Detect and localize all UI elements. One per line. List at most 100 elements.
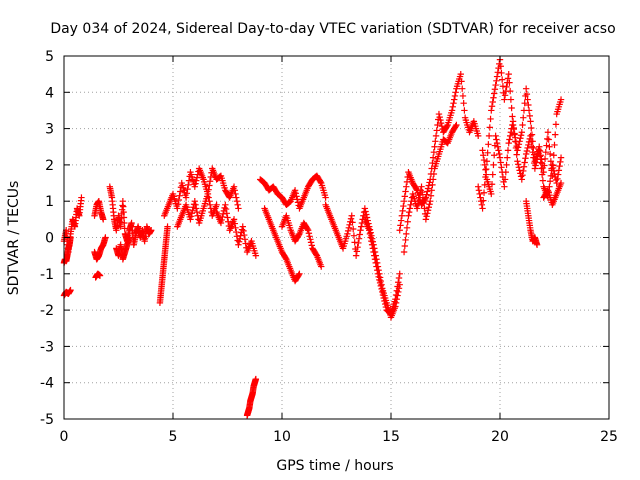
data-point [507,96,515,103]
data-point [493,136,500,143]
data-point [538,171,546,178]
data-point [380,294,387,302]
y-tick-label: -2 [40,303,54,319]
data-point [555,167,563,174]
data-point [350,232,358,239]
data-point [521,99,528,107]
data-point [518,176,525,183]
data-point [193,208,201,216]
data-point [404,218,411,225]
data-point [523,90,531,98]
data-point [351,239,358,246]
data-point [354,243,361,251]
data-point [528,143,536,150]
data-point [522,150,530,158]
data-point [238,226,246,233]
data-point [475,187,483,194]
y-tick-label: 2 [45,158,54,174]
data-point [193,174,201,181]
data-point [406,205,414,212]
data-point [371,256,379,263]
data-point [222,205,230,213]
data-point [488,190,495,198]
data-point [519,171,526,179]
data-point [477,194,484,201]
data-point [443,122,451,130]
data-point [252,252,260,259]
data-point [435,110,443,118]
y-tick-label: 1 [45,194,54,210]
data-point [490,94,497,101]
data-point [174,201,182,208]
data-point [405,208,413,216]
y-tick-label: -4 [40,376,54,392]
data-point [499,83,507,90]
data-point [436,113,443,121]
data-point [491,86,499,93]
data-point [192,180,199,187]
data-point [496,154,504,161]
data-point [232,224,239,232]
data-point [424,210,431,217]
data-point [349,219,356,226]
data-point [233,194,240,201]
data-point [221,204,228,212]
data-point [121,225,128,232]
data-point [423,191,430,198]
data-point [350,225,357,233]
data-point [204,190,212,198]
data-point [401,242,409,250]
data-point [551,141,558,149]
data-point [482,165,490,173]
data-point [521,159,528,166]
data-point [437,116,444,124]
data-point [187,213,195,220]
data-point [541,155,549,163]
data-point [509,118,517,125]
y-tick-label: 0 [45,231,54,247]
data-point [192,201,199,209]
data-point [304,227,312,234]
data-point [148,227,155,234]
data-point [520,163,528,170]
data-point [205,186,212,193]
data-point [345,224,353,232]
x-tick-label: 0 [60,429,69,445]
data-point [373,263,380,270]
data-point [363,211,370,218]
data-point [517,135,524,142]
data-point [394,283,401,290]
data-point [403,224,411,232]
data-point [191,183,198,190]
data-point [356,231,363,238]
data-point [252,375,260,383]
data-point [426,201,433,208]
data-point [396,227,403,234]
data-point [525,107,533,114]
data-point [235,241,242,248]
data-point [369,238,377,245]
data-point [368,241,376,248]
data-point [547,158,555,165]
data-point [557,179,565,187]
data-point [381,300,389,308]
data-point [479,205,486,212]
data-point [225,218,232,225]
data-point [429,154,437,161]
data-point [189,207,196,214]
data-point [513,151,520,158]
data-point [486,124,494,131]
data-point [429,176,437,183]
data-point [344,230,351,238]
data-point [533,241,541,248]
data-point [451,96,458,103]
data-point [545,136,552,143]
data-point [183,190,191,197]
data-point [185,181,192,189]
data-point [479,147,486,154]
data-point [231,187,238,194]
data-point [399,207,406,215]
data-point [538,165,545,172]
data-point [419,188,426,196]
data-point [549,164,557,172]
